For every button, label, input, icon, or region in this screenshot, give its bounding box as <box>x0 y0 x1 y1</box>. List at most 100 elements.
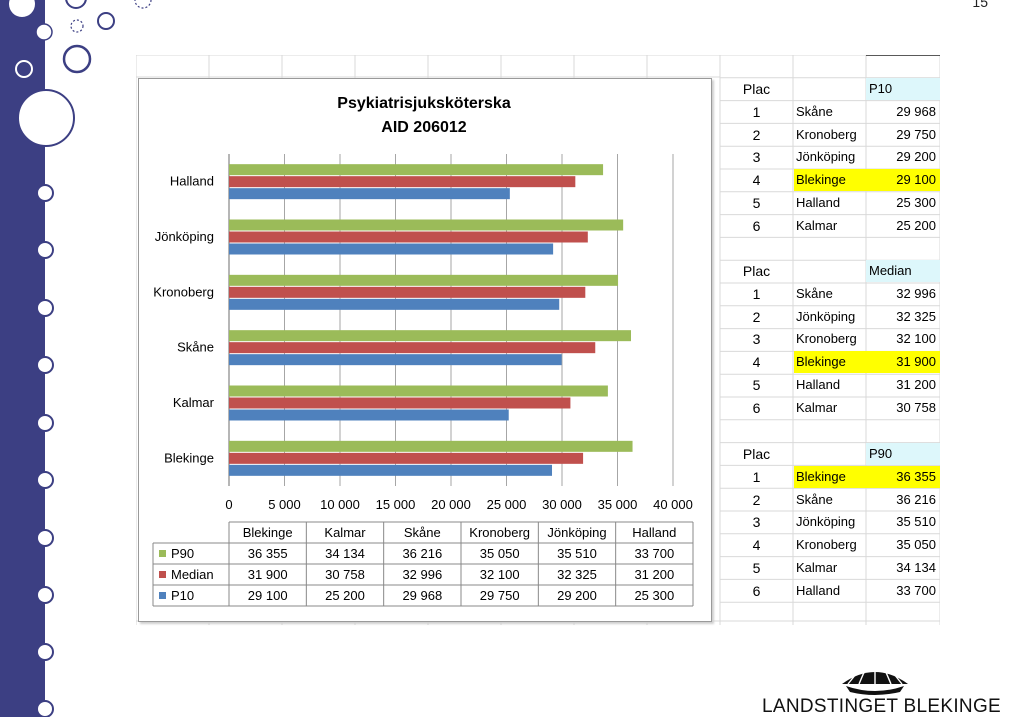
measure-value: 29 968 <box>896 103 936 119</box>
ranking-row: 1 Skåne 29 968 <box>720 101 940 123</box>
rank-number: 6 <box>752 217 761 234</box>
x-tick-label: 25 000 <box>487 497 527 512</box>
bar-median <box>229 342 596 354</box>
x-tick-labels: 0 5 000 10 000 15 000 20 000 25 000 30 000 35 0… <box>225 497 693 512</box>
rank-number: 4 <box>752 354 761 371</box>
category-labels: Blekinge Kalmar Skåne Kronoberg Jönköping Hal… <box>153 174 214 466</box>
ranking-row: 2 Jönköping 32 325 <box>720 306 940 328</box>
ranking-row: 4 Kronoberg 35 050 <box>720 534 940 556</box>
data-table-cell: 36 355 <box>248 546 288 561</box>
ranking-row: 6 Halland 33 700 <box>720 580 940 602</box>
chart-frame: Psykiatrisjuksköterska AID 206012 Blekin… <box>138 78 712 622</box>
data-table-cell: 34 134 <box>325 546 365 561</box>
x-tick-label: 10 000 <box>320 497 360 512</box>
category-label: Halland <box>170 174 214 189</box>
region-name: Halland <box>796 195 841 210</box>
x-tick-label: 30 000 <box>542 497 582 512</box>
ranking-row: 6 Kalmar 30 758 <box>720 397 940 419</box>
region-name: Skåne <box>796 491 833 507</box>
logo-emblem-icon <box>842 668 908 695</box>
region-name: Halland <box>796 377 841 392</box>
bar-p10 <box>229 354 562 366</box>
bar-median <box>229 452 584 464</box>
data-table-cell: 25 200 <box>325 588 365 603</box>
data-table-cell: 29 100 <box>248 588 288 603</box>
chart-title-line-2: AID 206012 <box>381 119 466 136</box>
logo-text: LANDSTINGET BLEKINGE <box>762 696 1001 717</box>
measure-value: 31 900 <box>866 351 940 374</box>
measure-value: 29 200 <box>896 149 936 165</box>
region-name: Blekinge <box>794 351 868 374</box>
data-table-cell: 25 300 <box>634 588 674 603</box>
bar-median <box>229 176 576 188</box>
rank-number: 6 <box>752 582 761 599</box>
rank-number: 5 <box>752 560 761 576</box>
region-name: Halland <box>796 582 841 598</box>
sidebar-dot <box>36 700 54 717</box>
sidebar-dot <box>36 299 54 317</box>
x-tick-label: 15 000 <box>376 497 416 512</box>
measure-value: 32 996 <box>896 285 936 301</box>
bar-p90 <box>229 440 633 452</box>
region-name: Skåne <box>796 285 833 301</box>
measure-value: 30 758 <box>896 399 936 415</box>
category-label: Kronoberg <box>153 284 214 299</box>
measure-value: 35 050 <box>896 537 936 553</box>
data-table-cell: 32 996 <box>402 567 442 582</box>
rank-header: Plac <box>742 263 771 279</box>
ranking-row: 3 Kronoberg 32 100 <box>720 328 940 350</box>
legend-swatch <box>159 550 166 557</box>
region-name: Jönköping <box>796 149 856 165</box>
rank-number: 1 <box>752 285 761 302</box>
measure-value: 25 300 <box>896 195 936 210</box>
rank-number: 3 <box>752 514 761 531</box>
data-table-header: Kalmar <box>324 525 366 540</box>
bar-p10 <box>229 188 510 200</box>
ranking-row: 4 Blekinge 29 100 <box>720 169 940 192</box>
rank-number: 2 <box>752 491 761 508</box>
legend-swatch <box>159 592 166 599</box>
x-tick-label: 35 000 <box>598 497 638 512</box>
category-label: Blekinge <box>164 450 214 465</box>
data-table-header: Halland <box>632 525 676 540</box>
rank-number: 2 <box>752 308 761 325</box>
category-label: Kalmar <box>173 395 215 410</box>
region-name: Jönköping <box>796 308 856 324</box>
plot-gridlines <box>228 154 674 486</box>
bar-median <box>229 397 571 409</box>
data-table-cell: 36 216 <box>402 546 442 561</box>
rank-number: 3 <box>752 331 761 348</box>
x-tick-label: 0 <box>225 497 232 512</box>
rank-header: Plac <box>742 81 771 97</box>
x-tick-label: 40 000 <box>653 497 693 512</box>
bar-p90 <box>229 274 619 286</box>
ranking-row: 2 Skåne 36 216 <box>720 489 940 511</box>
bar-p90 <box>229 330 631 342</box>
region-name: Kronoberg <box>796 331 857 347</box>
measure-value: 25 200 <box>896 217 936 233</box>
ranking-row: 3 Jönköping 35 510 <box>720 511 940 533</box>
measure-value: 32 325 <box>896 308 936 324</box>
data-table-cell: 35 510 <box>557 546 597 561</box>
bar-p10 <box>229 243 554 255</box>
measure-value: 35 510 <box>896 514 936 530</box>
bar-median <box>229 286 586 298</box>
data-table-cell: 33 700 <box>634 546 674 561</box>
data-table-cell: 32 100 <box>480 567 520 582</box>
plot-bars <box>229 164 633 476</box>
rank-number: 3 <box>752 149 761 166</box>
category-label: Jönköping <box>155 229 214 244</box>
chart-title-line-1: Psykiatrisjuksköterska <box>337 95 511 112</box>
measure-value: 29 750 <box>896 126 936 142</box>
measure-header: Median <box>866 260 940 282</box>
region-name: Blekinge <box>794 169 868 192</box>
decorative-circles <box>9 0 152 147</box>
data-table-cell: 32 325 <box>557 567 597 582</box>
measure-value: 36 216 <box>896 491 936 507</box>
rank-number: 4 <box>752 172 761 189</box>
sidebar-dot <box>36 241 54 259</box>
data-table-cell: 31 200 <box>634 567 674 582</box>
ranking-row: 1 Skåne 32 996 <box>720 283 940 305</box>
sidebar-dot <box>36 529 54 547</box>
